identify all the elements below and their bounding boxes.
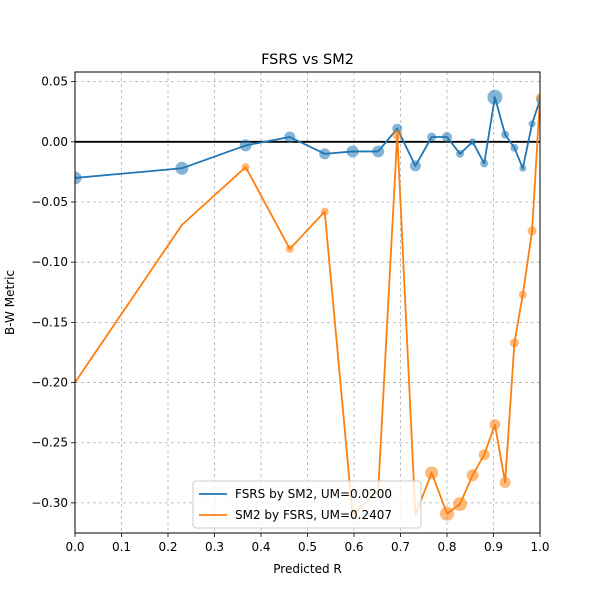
x-tick-label: 0.5 (298, 540, 317, 554)
x-tick-label: 0.9 (484, 540, 503, 554)
y-tick-label: 0.00 (41, 135, 68, 149)
legend-label-fsrs: FSRS by SM2, UM=0.0200 (235, 487, 392, 501)
x-tick-label: 0.8 (437, 540, 456, 554)
y-tick-label: −0.05 (31, 195, 68, 209)
x-tick-label: 0.6 (344, 540, 363, 554)
x-tick-label: 0.4 (251, 540, 270, 554)
x-tick-label: 0.0 (65, 540, 84, 554)
legend-box (192, 480, 422, 529)
y-tick-label: −0.25 (31, 436, 68, 450)
chart-title: FSRS vs SM2 (261, 52, 354, 68)
legend-label-sm2: SM2 by FSRS, UM=0.2407 (235, 508, 392, 522)
y-axis-label: B-W Metric (3, 270, 17, 335)
x-tick-label: 0.2 (158, 540, 177, 554)
series-0-line (75, 96, 540, 179)
legend: FSRS by SM2, UM=0.0200 SM2 by FSRS, UM=0… (192, 480, 422, 529)
x-tick-label: 0.3 (205, 540, 224, 554)
x-tick-label: 1.0 (530, 540, 549, 554)
series-1-line (75, 97, 540, 516)
x-tick-label: 0.1 (112, 540, 131, 554)
y-tick-label: −0.20 (31, 376, 68, 390)
tick-layer: 0.0 0.1 0.2 0.3 0.4 0.5 0.6 0.7 0.8 0.9 1.0 0.05 0.0… (31, 75, 549, 554)
y-tick-label: −0.15 (31, 315, 68, 329)
series-layer (75, 89, 540, 521)
x-tick-label: 0.7 (391, 540, 410, 554)
y-tick-label: −0.10 (31, 255, 68, 269)
series-1 (75, 93, 540, 521)
y-tick-label: −0.30 (31, 496, 68, 510)
y-tick-label: 0.05 (41, 75, 68, 89)
x-axis-label: Predicted R (273, 562, 341, 576)
